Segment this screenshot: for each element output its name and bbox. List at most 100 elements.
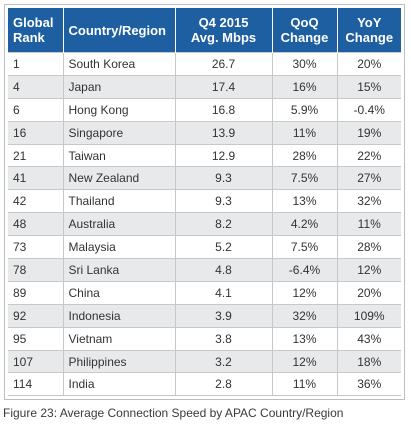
cell-qoq-change: 12% [272,349,338,373]
table-row: 107 Philippines 3.2 12% 18% [8,349,401,373]
cell-avg-mbps: 9.3 [175,166,273,190]
cell-global-rank: 6 [8,97,64,122]
header-country-region-text: Country/Region [68,22,167,38]
table-row: 89 China 4.1 12% 20% [8,280,401,305]
header-global-rank-line-2: Rank [13,30,45,45]
cell-qoq-change: 12% [272,280,338,305]
table-row: 21 Taiwan 12.9 28% 22% [8,143,401,167]
cell-qoq-change: 28% [272,143,338,167]
cell-yoy-change: 20% [337,52,401,76]
cell-avg-mbps: 3.2 [175,349,273,373]
header-qoq-change-line-2: Change [280,30,329,45]
table-row: 95 Vietnam 3.8 13% 43% [8,326,401,351]
figure-caption: Figure 23: Average Connection Speed by A… [3,406,344,420]
cell-global-rank: 95 [8,326,64,351]
cell-yoy-change: 15% [337,74,401,99]
cell-qoq-change: 13% [272,189,338,213]
table-row: 42 Thailand 9.3 13% 32% [8,189,401,213]
cell-country-region: India [63,372,176,397]
header-yoy-change-line-1: YoY [357,15,382,30]
header-country-region: Country/Region [63,8,176,53]
cell-yoy-change: 43% [337,326,401,351]
cell-yoy-change: 27% [337,166,401,190]
table-row: 73 Malaysia 5.2 7.5% 28% [8,235,401,259]
table-body: 1 South Korea 26.7 30% 20% 4 Japan 17.4 16% 15% 6 H… [8,52,401,397]
cell-yoy-change: -0.4% [337,97,401,122]
cell-country-region: Japan [63,74,176,99]
table-row: 114 India 2.8 11% 36% [8,372,401,397]
header-global-rank-line-1: Global [13,15,54,30]
cell-qoq-change: 4.2% [272,212,338,236]
cell-yoy-change: 12% [337,258,401,282]
header-yoy-change-line-2: Change [345,30,394,45]
header-qoq-change-line-1: QoQ [290,15,319,30]
cell-global-rank: 41 [8,166,64,190]
header-avg-mbps-line-2: Avg. Mbps [190,30,257,45]
cell-qoq-change: 11% [272,120,338,145]
cell-country-region: Indonesia [63,303,176,328]
cell-global-rank: 107 [8,349,64,373]
cell-avg-mbps: 13.9 [175,120,273,145]
cell-avg-mbps: 2.8 [175,372,273,397]
cell-country-region: Hong Kong [63,97,176,122]
cell-avg-mbps: 9.3 [175,189,273,213]
table-row: 16 Singapore 13.9 11% 19% [8,120,401,145]
header-qoq-change: QoQ Change [272,8,338,53]
cell-global-rank: 89 [8,280,64,305]
cell-yoy-change: 18% [337,349,401,373]
cell-avg-mbps: 3.8 [175,326,273,351]
table-row: 4 Japan 17.4 16% 15% [8,74,401,99]
table-row: 41 New Zealand 9.3 7.5% 27% [8,166,401,190]
cell-avg-mbps: 8.2 [175,212,273,236]
cell-yoy-change: 32% [337,189,401,213]
table-frame: Global Rank Country/Region Q4 2015 Avg. … [4,4,405,400]
cell-yoy-change: 36% [337,372,401,397]
table-row: 48 Australia 8.2 4.2% 11% [8,212,401,236]
header-yoy-change: YoY Change [337,8,401,53]
table-row: 92 Indonesia 3.9 32% 109% [8,303,401,328]
cell-country-region: Vietnam [63,326,176,351]
cell-country-region: Malaysia [63,235,176,259]
cell-qoq-change: 13% [272,326,338,351]
table-row: 78 Sri Lanka 4.8 -6.4% 12% [8,258,401,282]
header-global-rank: Global Rank [8,8,64,53]
cell-global-rank: 21 [8,143,64,167]
cell-yoy-change: 19% [337,120,401,145]
cell-qoq-change: 5.9% [272,97,338,122]
cell-global-rank: 92 [8,303,64,328]
cell-avg-mbps: 26.7 [175,52,273,76]
cell-qoq-change: 7.5% [272,166,338,190]
cell-country-region: Sri Lanka [63,258,176,282]
cell-avg-mbps: 17.4 [175,74,273,99]
cell-country-region: Taiwan [63,143,176,167]
table-header: Global Rank Country/Region Q4 2015 Avg. … [8,8,401,53]
cell-global-rank: 73 [8,235,64,259]
cell-avg-mbps: 5.2 [175,235,273,259]
cell-global-rank: 48 [8,212,64,236]
cell-qoq-change: -6.4% [272,258,338,282]
table-row: 6 Hong Kong 16.8 5.9% -0.4% [8,97,401,122]
cell-global-rank: 1 [8,52,64,76]
cell-yoy-change: 20% [337,280,401,305]
cell-global-rank: 16 [8,120,64,145]
cell-yoy-change: 109% [337,303,401,328]
header-row: Global Rank Country/Region Q4 2015 Avg. … [8,8,401,53]
cell-country-region: Thailand [63,189,176,213]
cell-avg-mbps: 3.9 [175,303,273,328]
header-avg-mbps: Q4 2015 Avg. Mbps [175,8,273,53]
table-row: 1 South Korea 26.7 30% 20% [8,52,401,76]
cell-global-rank: 42 [8,189,64,213]
cell-qoq-change: 30% [272,52,338,76]
cell-country-region: South Korea [63,52,176,76]
cell-global-rank: 78 [8,258,64,282]
cell-global-rank: 4 [8,74,64,99]
cell-avg-mbps: 4.8 [175,258,273,282]
cell-country-region: New Zealand [63,166,176,190]
cell-avg-mbps: 4.1 [175,280,273,305]
cell-country-region: Philippines [63,349,176,373]
cell-avg-mbps: 16.8 [175,97,273,122]
cell-yoy-change: 11% [337,212,401,236]
cell-country-region: China [63,280,176,305]
cell-qoq-change: 7.5% [272,235,338,259]
